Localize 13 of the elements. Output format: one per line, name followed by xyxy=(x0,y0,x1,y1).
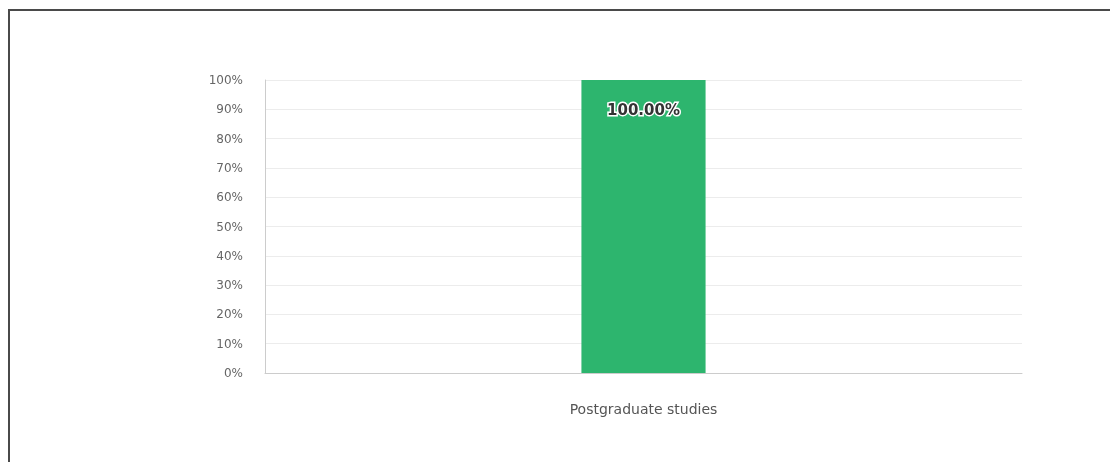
y-tick-label: 100% xyxy=(208,73,243,87)
y-tick-label: 70% xyxy=(216,160,243,175)
y-tick-label: 40% xyxy=(216,248,243,263)
y-tick-label: 10% xyxy=(216,336,243,351)
y-tick-label: 60% xyxy=(216,190,243,205)
y-tick-label: 20% xyxy=(216,307,243,322)
y-tick-label: 50% xyxy=(216,219,243,234)
y-tick-label: 30% xyxy=(216,278,243,293)
data-label: 100.00% xyxy=(607,100,680,119)
x-tick-label: Postgraduate studies xyxy=(569,401,718,417)
y-tick-label: 90% xyxy=(216,102,243,117)
y-tick-label: 80% xyxy=(216,131,243,146)
y-tick-label: 0% xyxy=(223,366,243,380)
